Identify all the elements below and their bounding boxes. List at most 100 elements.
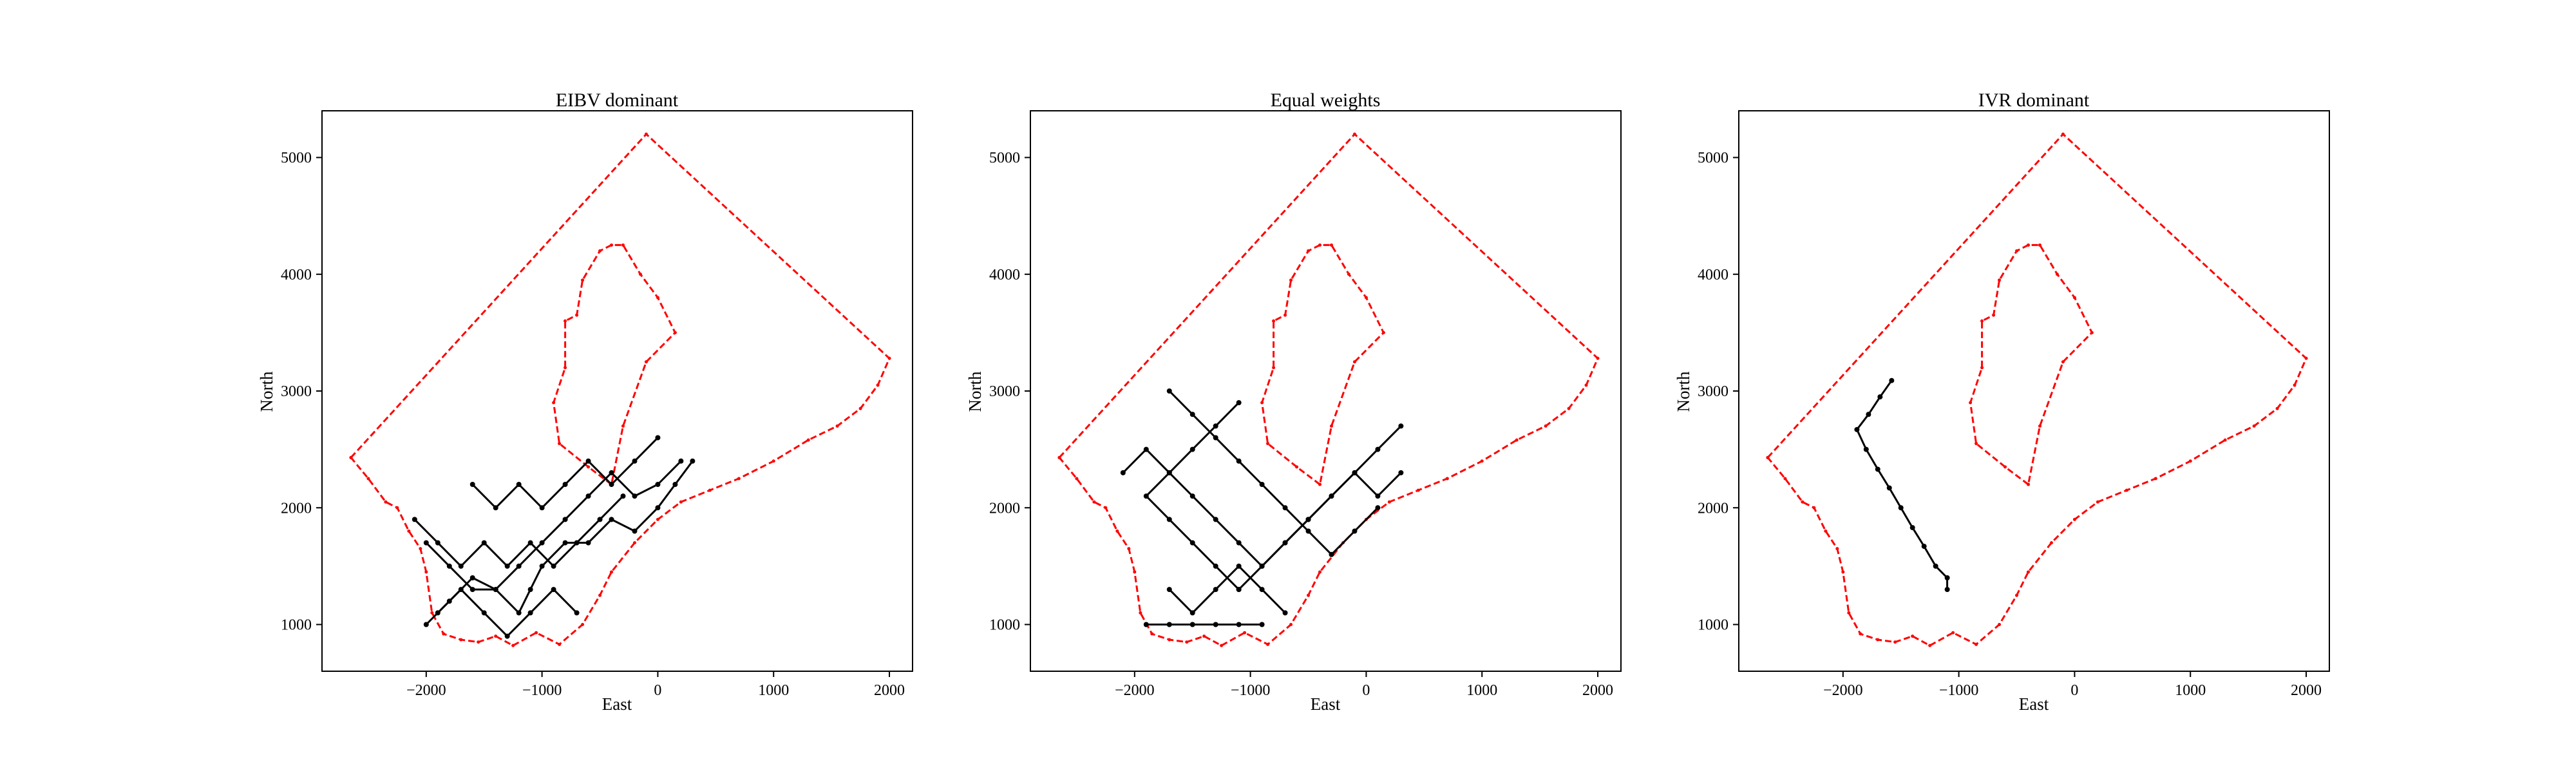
- path-waypoint: [539, 540, 545, 546]
- boundary-point: [1951, 631, 1955, 635]
- boundary-point: [442, 632, 446, 636]
- boundary-point: [581, 278, 585, 282]
- path-waypoint: [1875, 466, 1880, 472]
- path-waypoint: [609, 470, 614, 475]
- path-line: [1168, 565, 1286, 614]
- x-tick-label: 1000: [758, 682, 789, 699]
- path-waypoint: [551, 563, 556, 569]
- boundary-point: [610, 570, 614, 574]
- y-axis-label: North: [257, 371, 276, 412]
- path-waypoint: [1143, 622, 1149, 627]
- boundary-point: [1318, 482, 1322, 486]
- path-waypoint: [1189, 412, 1195, 417]
- path-waypoint: [1933, 563, 1938, 569]
- panel-equal-weights: Equal weights −2000 −1000 0 1000 2000 1000 200…: [965, 90, 1622, 714]
- x-axis-label: East: [602, 694, 632, 714]
- boundary-point: [459, 638, 463, 642]
- path-waypoint: [1189, 610, 1195, 616]
- path-waypoint: [1305, 517, 1311, 522]
- boundary-point: [1515, 438, 1519, 442]
- path-waypoint: [423, 540, 429, 546]
- boundary-point: [1445, 477, 1449, 481]
- path-waypoint: [655, 435, 661, 441]
- y-tick-label: 2000: [281, 500, 312, 517]
- boundary-point: [1847, 611, 1851, 615]
- boundary-point: [2003, 465, 2007, 469]
- path-waypoint: [1213, 622, 1218, 627]
- path-waypoint: [469, 482, 475, 487]
- path-waypoint: [1352, 470, 1358, 475]
- y-tick-label: 4000: [1698, 267, 1728, 283]
- path-waypoint: [458, 563, 464, 569]
- boundary-point: [1289, 278, 1293, 282]
- boundary-point: [1992, 313, 1996, 317]
- path-waypoint: [527, 587, 533, 593]
- path-waypoint: [1375, 446, 1381, 452]
- x-tick-label: −1000: [1939, 682, 1979, 699]
- y-tick-label: 3000: [1698, 383, 1728, 400]
- path-waypoint: [609, 517, 614, 522]
- boundary-point: [2038, 243, 2041, 247]
- path-waypoint: [1944, 587, 1950, 593]
- plot-area: −2000 −1000 0 1000 2000 1000 2000 3000 4000 5000: [281, 110, 913, 699]
- boundary-point: [673, 330, 677, 334]
- boundary-point: [887, 356, 891, 360]
- boundary-point: [494, 635, 498, 638]
- path-waypoint: [562, 540, 568, 546]
- path-waypoint: [632, 458, 638, 464]
- y-tick-label: 2000: [1698, 500, 1728, 517]
- boundary-point: [477, 640, 480, 644]
- boundary-point: [1115, 530, 1119, 533]
- boundary-point: [552, 401, 556, 405]
- boundary-point: [384, 500, 388, 504]
- path-waypoint: [1143, 493, 1149, 499]
- path-waypoint: [504, 633, 510, 639]
- boundary-point: [737, 477, 741, 481]
- path-waypoint: [1375, 493, 1381, 499]
- boundary-point: [1876, 638, 1880, 642]
- boundary-point: [806, 438, 810, 442]
- path-waypoint: [1921, 544, 1927, 549]
- boundary-point: [1127, 547, 1131, 551]
- path-waypoint: [481, 610, 487, 616]
- boundary-point: [581, 623, 585, 626]
- path-waypoint: [516, 482, 522, 487]
- x-axis-label: East: [2019, 694, 2049, 714]
- y-axis-label: North: [965, 371, 985, 412]
- path-waypoint: [1329, 493, 1334, 499]
- y-tick-label: 5000: [989, 150, 1020, 167]
- x-tick-label: −2000: [1115, 682, 1155, 699]
- boundary-point: [1272, 319, 1276, 323]
- boundary-point: [1260, 401, 1264, 405]
- path-waypoint: [493, 505, 498, 511]
- path-waypoint: [585, 458, 591, 464]
- boundary-point: [679, 500, 683, 504]
- y-tick-label: 1000: [281, 617, 312, 634]
- x-tick-label: −2000: [1823, 682, 1863, 699]
- boundary-point: [424, 570, 428, 574]
- boundary-point: [1329, 243, 1333, 247]
- boundary-point: [1220, 644, 1224, 647]
- path-waypoint: [539, 505, 545, 511]
- boundary-point: [1893, 640, 1897, 644]
- x-tick-label: 1000: [1466, 682, 1497, 699]
- path-waypoint: [1166, 388, 1172, 394]
- boundary-point: [575, 313, 579, 317]
- boundary-point: [1841, 570, 1845, 574]
- path-waypoint: [458, 587, 464, 593]
- path-waypoint: [574, 540, 580, 546]
- y-tick-label: 5000: [1698, 150, 1728, 167]
- x-tick-label: −1000: [522, 682, 562, 699]
- path-line: [425, 460, 682, 591]
- boundary-point: [772, 459, 775, 463]
- boundary-point: [1168, 638, 1171, 642]
- boundary-point: [1318, 570, 1322, 574]
- boundary-point: [1283, 313, 1287, 317]
- boundary-point: [1859, 632, 1862, 636]
- boundary-point: [598, 593, 602, 597]
- path-waypoint: [1189, 446, 1195, 452]
- x-axis-label: East: [1311, 694, 1341, 714]
- path-waypoint: [446, 563, 452, 569]
